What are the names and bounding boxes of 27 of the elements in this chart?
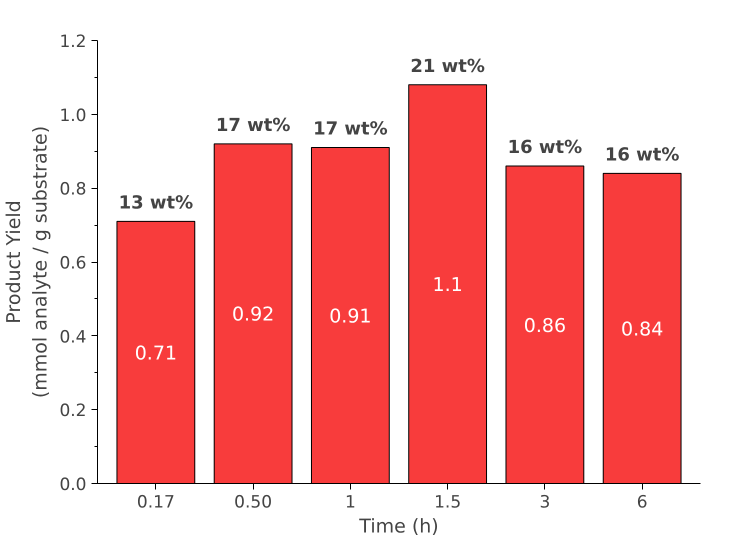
- annotation: 21 wt%: [410, 56, 485, 77]
- annotation: 17 wt%: [216, 114, 290, 136]
- data-label: 1.1: [432, 274, 463, 296]
- y-tick-label: 0.8: [59, 180, 87, 200]
- y-tick-label: 0.0: [59, 475, 87, 495]
- data-label: 0.84: [620, 318, 664, 340]
- x-tick-label: 3: [539, 492, 550, 512]
- y-tick-label: 0.6: [59, 254, 87, 274]
- y-tick-label: 1.2: [59, 32, 87, 52]
- y-tick-label: 0.2: [59, 401, 87, 422]
- y-tick-label: 0.4: [59, 327, 87, 348]
- y-tick-label: 1.0: [59, 106, 87, 126]
- x-tick-label: 0.17: [136, 492, 175, 512]
- annotation: 16 wt%: [604, 144, 680, 166]
- annotation: 16 wt%: [508, 137, 582, 158]
- x-tick-label: 1: [344, 492, 356, 512]
- annotation: 13 wt%: [118, 192, 194, 214]
- y-axis-title: Product Yield (mmol analyte / g substrate): [3, 126, 52, 398]
- x-axis-title: Time (h): [358, 516, 439, 538]
- data-label: 0.91: [329, 306, 372, 328]
- x-tick-label: 1.5: [434, 492, 462, 512]
- data-label: 0.92: [232, 304, 274, 326]
- annotation: 17 wt%: [313, 118, 388, 140]
- data-label: 0.86: [524, 314, 566, 337]
- x-tick-label: 0.50: [234, 492, 272, 512]
- data-label: 0.71: [134, 342, 178, 364]
- x-tick-label: 6: [636, 492, 648, 512]
